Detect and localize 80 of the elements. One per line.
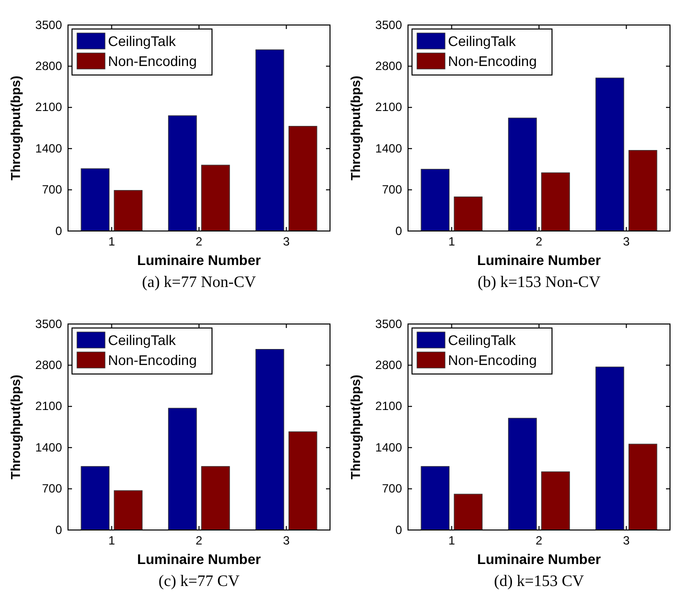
x-tick-label: 2 — [196, 534, 203, 548]
text: (b) k=153 Non-CV — [478, 274, 601, 291]
y-tick-label: 3500 — [35, 316, 62, 331]
y-tick-label: 0 — [55, 224, 62, 238]
x-tick-label: 3 — [282, 534, 290, 548]
bar — [454, 196, 483, 232]
x-tick-label: 2 — [196, 234, 203, 249]
bar — [541, 172, 570, 232]
x-tick-label: 3 — [282, 234, 290, 249]
bar — [595, 366, 624, 530]
y-axis-title: Throughput(bps) — [348, 76, 363, 180]
y-axis-title: Throughput(bps) — [348, 374, 363, 480]
bar — [255, 49, 284, 232]
x-axis-title: Luminaire Number — [477, 551, 602, 567]
y-tick-label: 1400 — [35, 141, 62, 156]
bar — [595, 78, 624, 232]
legend-label: CeilingTalk — [108, 332, 177, 348]
x-tick-label: 2 — [536, 534, 543, 548]
x-tick-label: 3 — [622, 534, 630, 548]
y-tick-label: 2100 — [35, 399, 62, 414]
legend-label: Non-Encoding — [448, 53, 537, 69]
bar — [454, 494, 483, 530]
legend-label: CeilingTalk — [448, 332, 517, 348]
y-tick-label: 1400 — [375, 440, 402, 454]
bar — [114, 190, 143, 232]
bar — [80, 466, 110, 530]
y-tick-label: 700 — [42, 482, 62, 496]
text: (a) k=77 Non-CV — [142, 274, 256, 291]
y-tick-label: 2800 — [375, 59, 402, 74]
bar — [288, 126, 318, 232]
x-tick-label: 1 — [108, 234, 116, 249]
y-tick-label: 0 — [55, 522, 62, 537]
y-tick-label: 0 — [395, 224, 402, 238]
x-axis-title: Luminaire Number — [137, 252, 262, 268]
legend-label: CeilingTalk — [108, 33, 177, 49]
x-axis-title: Luminaire Number — [137, 551, 262, 567]
x-tick-label: 1 — [448, 234, 456, 249]
y-tick-label: 1400 — [35, 440, 62, 454]
y-tick-label: 700 — [42, 182, 62, 197]
x-tick-label: 1 — [108, 534, 116, 548]
legend-label: Non-Encoding — [108, 352, 197, 368]
text: (d) k=153 CV — [494, 573, 584, 590]
bar — [114, 490, 143, 530]
bar — [168, 115, 197, 232]
y-tick-label: 1400 — [375, 141, 402, 156]
bar — [628, 150, 658, 232]
y-axis-title: Throughput(bps) — [8, 374, 23, 480]
bar — [255, 349, 284, 530]
bar — [288, 431, 318, 530]
y-tick-label: 2800 — [375, 358, 402, 372]
legend-label: CeilingTalk — [448, 33, 517, 49]
y-axis-title: Throughput(bps) — [8, 76, 23, 180]
y-tick-label: 2100 — [35, 100, 62, 114]
bar — [628, 444, 658, 530]
y-tick-label: 0 — [395, 522, 402, 537]
x-tick-label: 2 — [536, 234, 543, 249]
y-tick-label: 700 — [382, 482, 402, 496]
y-tick-label: 3500 — [375, 18, 402, 32]
y-tick-label: 3500 — [375, 316, 402, 331]
x-tick-label: 1 — [448, 534, 456, 548]
bar — [420, 466, 450, 530]
bar — [508, 118, 537, 232]
text: (c) k=77 CV — [158, 573, 240, 590]
bar — [508, 418, 537, 530]
y-tick-label: 2100 — [375, 100, 402, 114]
legend-label: Non-Encoding — [448, 352, 537, 368]
y-tick-label: 2800 — [35, 59, 62, 74]
y-tick-label: 700 — [382, 182, 402, 197]
bar — [168, 408, 197, 530]
y-tick-label: 2100 — [375, 399, 402, 414]
bar — [201, 164, 230, 232]
bar — [80, 168, 110, 232]
x-axis-title: Luminaire Number — [477, 252, 602, 268]
y-tick-label: 2800 — [35, 358, 62, 372]
legend-label: Non-Encoding — [108, 53, 197, 69]
bar — [201, 466, 230, 530]
bar — [420, 168, 450, 232]
bar — [541, 471, 570, 530]
x-tick-label: 3 — [622, 234, 630, 249]
y-tick-label: 3500 — [35, 18, 62, 32]
